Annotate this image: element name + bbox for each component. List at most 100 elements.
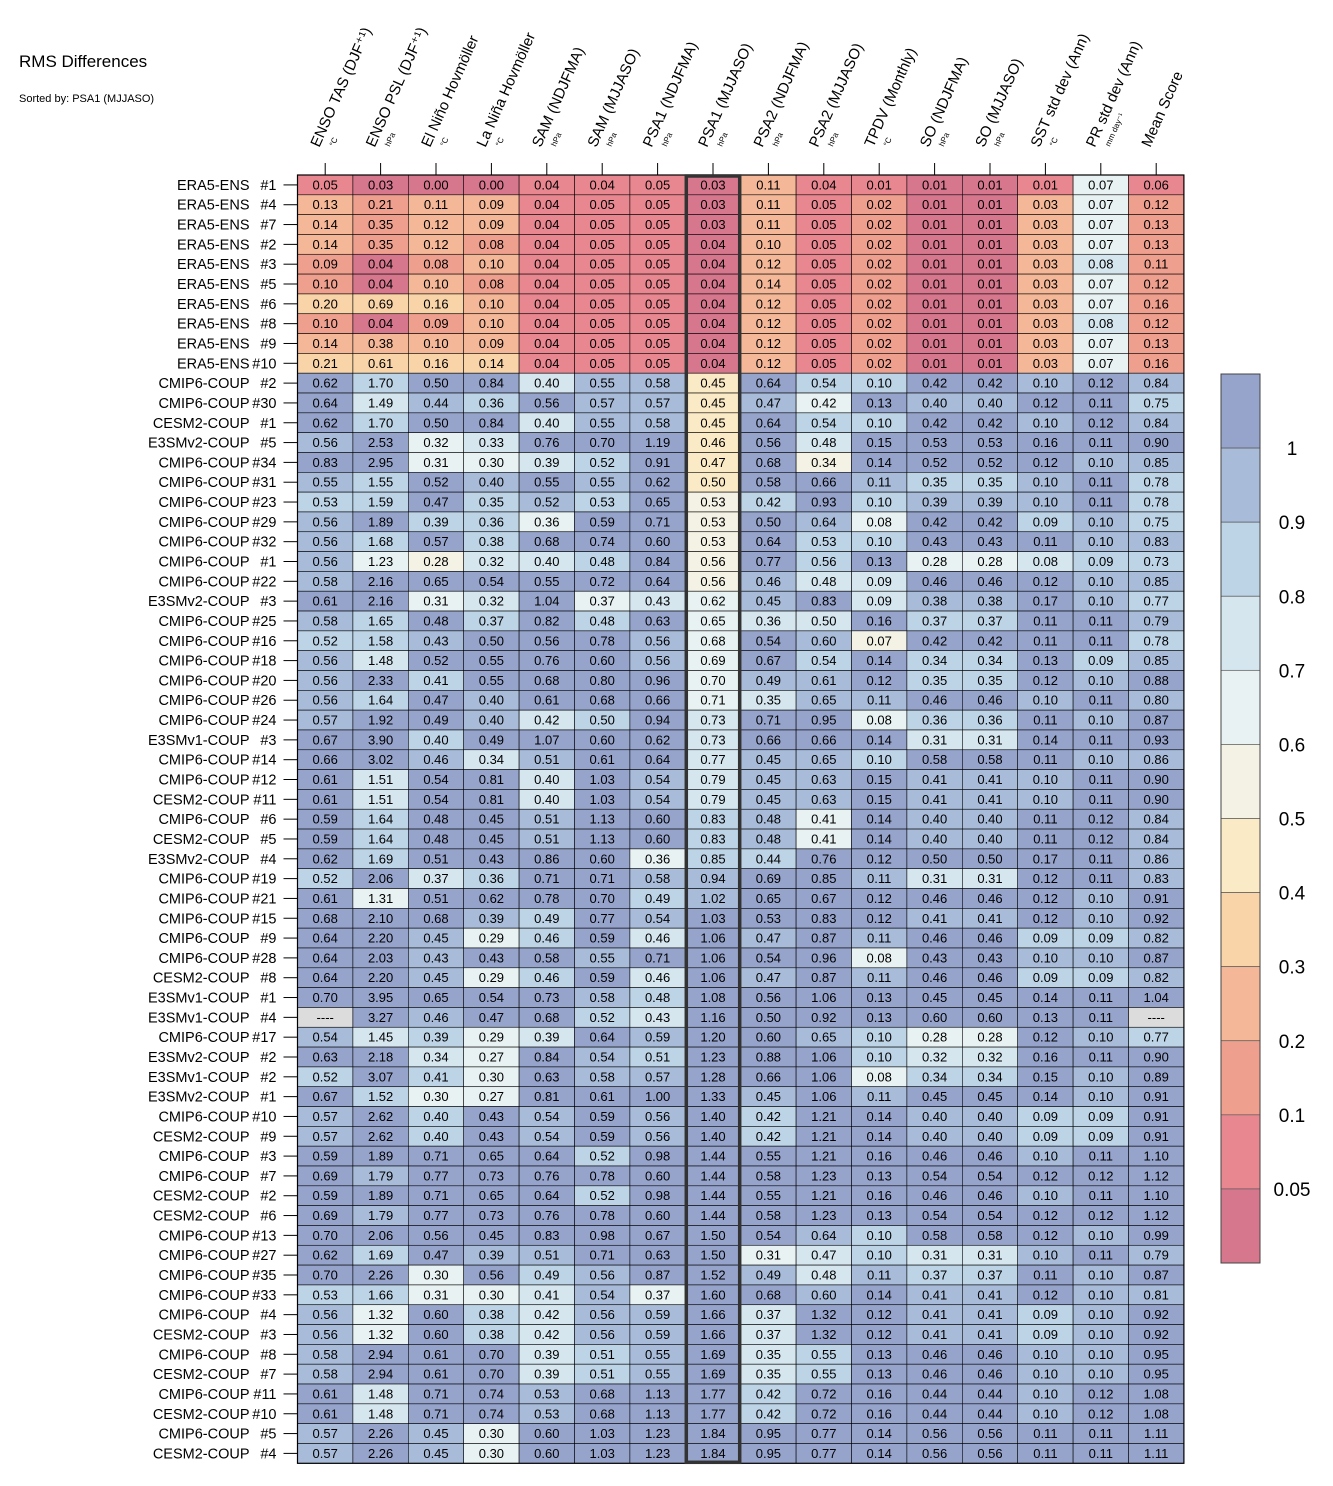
cell-value: 1.08 xyxy=(1144,1406,1169,1421)
cell-value: 0.02 xyxy=(867,257,892,272)
cell-value: 0.11 xyxy=(1089,693,1113,708)
cell-value: 0.14 xyxy=(756,277,781,292)
cell-value: 0.41 xyxy=(423,1069,448,1084)
cell-value: 0.60 xyxy=(645,831,670,846)
cell-value: 0.46 xyxy=(922,574,947,589)
cell-value: 0.29 xyxy=(479,931,504,946)
cell-value: 0.56 xyxy=(313,514,338,529)
cell-value: 0.05 xyxy=(590,296,615,311)
row-label-name: CESM2-COUP xyxy=(153,1189,250,1205)
cell-value: 0.16 xyxy=(867,1188,892,1203)
cell-value: 0.69 xyxy=(313,1168,338,1183)
cell-value: 0.46 xyxy=(922,891,947,906)
cell-value: 0.10 xyxy=(1088,673,1113,688)
row-label-name: E3SMv2-COUP xyxy=(148,1090,250,1106)
cell-value: 1.50 xyxy=(700,1228,725,1243)
cell-value: 0.60 xyxy=(756,1030,781,1045)
cell-value: 0.08 xyxy=(867,713,892,728)
cell-value: 0.32 xyxy=(977,1049,1002,1064)
row-label-name: CMIP6-COUP xyxy=(158,396,249,412)
cell-value: 0.38 xyxy=(922,594,947,609)
cell-value: 0.64 xyxy=(645,574,670,589)
cell-value: 0.65 xyxy=(811,693,836,708)
cell-value: 0.11 xyxy=(1089,395,1113,410)
cell-value: 0.73 xyxy=(479,1208,504,1223)
cell-value: 0.38 xyxy=(977,594,1002,609)
cell-value: 0.62 xyxy=(700,594,725,609)
cell-value: 0.42 xyxy=(922,633,947,648)
cell-value: 0.88 xyxy=(756,1049,781,1064)
cell-value: 0.03 xyxy=(1033,336,1058,351)
cell-value: 0.52 xyxy=(313,871,338,886)
cell-value: 0.41 xyxy=(922,792,947,807)
cell-value: 0.05 xyxy=(645,336,670,351)
cell-value: 0.02 xyxy=(867,316,892,331)
row-label-number: #25 xyxy=(252,614,276,630)
cell-value: 0.55 xyxy=(590,950,615,965)
cell-value: 0.76 xyxy=(811,851,836,866)
cell-value: 0.13 xyxy=(1144,336,1169,351)
cell-value: 0.10 xyxy=(1088,1367,1113,1382)
cell-value: 0.56 xyxy=(534,395,559,410)
cell-value: 0.03 xyxy=(368,177,393,192)
cell-value: 0.64 xyxy=(313,395,338,410)
cell-value: 0.40 xyxy=(977,831,1002,846)
cell-value: 0.37 xyxy=(423,871,448,886)
colorbar-label: 0.3 xyxy=(1279,958,1305,979)
cell-value: 0.58 xyxy=(645,376,670,391)
cell-value: 0.56 xyxy=(479,1268,504,1283)
cell-value: 0.45 xyxy=(756,594,781,609)
cell-value: 0.07 xyxy=(1088,237,1113,252)
cell-value: 0.49 xyxy=(534,1268,559,1283)
cell-value: 0.30 xyxy=(479,1287,504,1302)
cell-value: 0.41 xyxy=(922,772,947,787)
cell-value: 0.65 xyxy=(423,990,448,1005)
row-label-name: CESM2-COUP xyxy=(153,832,250,848)
cell-value: 0.01 xyxy=(977,177,1002,192)
cell-value: 0.34 xyxy=(479,752,504,767)
row-label-number: #10 xyxy=(252,1109,276,1125)
cell-value: 0.78 xyxy=(1144,633,1169,648)
cell-value: 0.61 xyxy=(313,792,338,807)
row-label-name: CMIP6-COUP xyxy=(158,376,249,392)
cell-value: 0.66 xyxy=(756,732,781,747)
cell-value: 0.61 xyxy=(423,1347,448,1362)
cell-value: 0.36 xyxy=(479,871,504,886)
cell-value: 0.10 xyxy=(313,316,338,331)
colorbar-label: 0.1 xyxy=(1279,1106,1305,1127)
cell-value: 0.02 xyxy=(867,277,892,292)
cell-value: 0.61 xyxy=(590,752,615,767)
cell-value: 0.12 xyxy=(1033,395,1058,410)
cell-value: 0.98 xyxy=(645,1149,670,1164)
cell-value: 0.35 xyxy=(977,475,1002,490)
cell-value: 0.05 xyxy=(645,316,670,331)
cell-value: 0.13 xyxy=(1033,1010,1058,1025)
cell-value: 0.45 xyxy=(423,1426,448,1441)
cell-value: 0.79 xyxy=(1144,613,1169,628)
cell-value: 0.14 xyxy=(867,1426,892,1441)
cell-value: 0.11 xyxy=(1089,1010,1113,1025)
cell-value: 0.49 xyxy=(423,713,448,728)
cell-value: 0.84 xyxy=(1144,812,1169,827)
row-label-name: CESM2-COUP xyxy=(153,1446,250,1462)
cell-value: 0.17 xyxy=(1033,594,1058,609)
cell-value: 0.77 xyxy=(1144,1030,1169,1045)
cell-value: 0.52 xyxy=(590,1149,615,1164)
row-label-number: #24 xyxy=(252,713,276,729)
cell-value: 0.12 xyxy=(867,673,892,688)
cell-value: 1.06 xyxy=(811,1089,836,1104)
cell-value: 1.33 xyxy=(700,1089,725,1104)
cell-value: 0.07 xyxy=(1088,197,1113,212)
cell-value: 0.12 xyxy=(1033,1168,1058,1183)
cell-value: 0.40 xyxy=(479,713,504,728)
cell-value: 0.10 xyxy=(423,336,448,351)
cell-value: 0.04 xyxy=(811,177,836,192)
cell-value: 1.13 xyxy=(590,831,615,846)
cell-value: 0.10 xyxy=(1033,1188,1058,1203)
cell-value: 0.69 xyxy=(313,1208,338,1223)
cell-value: 0.71 xyxy=(645,950,670,965)
cell-value: 0.03 xyxy=(1033,197,1058,212)
cell-value: 1.03 xyxy=(590,1426,615,1441)
row-label-name: E3SMv2-COUP xyxy=(148,594,250,610)
cell-value: 0.45 xyxy=(700,395,725,410)
